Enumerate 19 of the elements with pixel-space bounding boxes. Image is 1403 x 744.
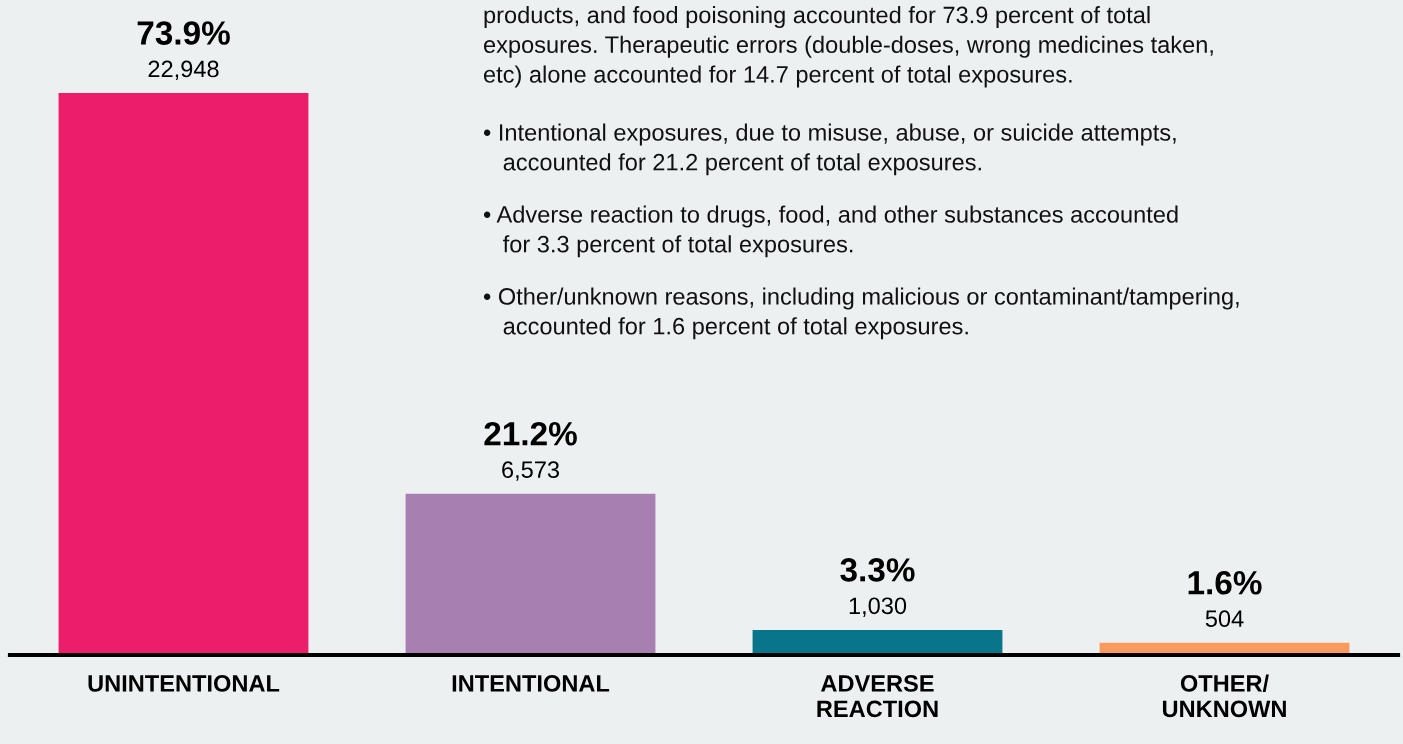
annotation: 22,948 [148, 60, 219, 81]
data-label: 1.6% [1188, 570, 1262, 595]
data-label: 21.2% [484, 421, 577, 446]
data-label: 3.3% [840, 558, 915, 582]
x-tick-label: OTHER/ UNKNOWN [1162, 674, 1286, 718]
annotation: • Intentional exposures, due to misuse, abuse, or suicide attempts, accounted for 21.2 percent of total exposures. [483, 123, 1176, 176]
data-label: 73.9% [137, 21, 230, 45]
annotation: 1,030 [849, 597, 907, 617]
text: products, and food poisoning accounted for 73.9 percent of total exposures. Therapeutic errors (double-doses, wrong medicines taken, etc) alone accounted for 14.7 percent of total exposures. [484, 6, 1213, 88]
x-tick-label: INTENTIONAL [452, 675, 610, 692]
annotation: 504 [1205, 610, 1244, 628]
bar [752, 629, 1003, 655]
annotation: • Other/unknown reasons, including malicious or contaminant/tampering, accounted for 1.6 percent of total exposures. [483, 287, 1239, 340]
bar [405, 493, 656, 655]
bar [58, 93, 309, 655]
annotation: • Adverse reaction to drugs, food, and other substances accounted for 3.3 percent of total exposures. [483, 205, 1178, 258]
annotation: 6,573 [502, 461, 560, 481]
x-tick-label: ADVERSE REACTION [817, 675, 938, 718]
x-tick-label: UNINTENTIONAL [88, 675, 280, 692]
